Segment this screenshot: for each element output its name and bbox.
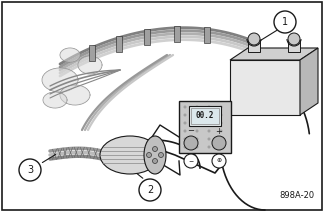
Circle shape (153, 159, 157, 163)
Text: −: − (188, 159, 194, 163)
Text: −: − (188, 127, 194, 135)
Text: 3: 3 (27, 165, 33, 175)
Polygon shape (288, 40, 300, 52)
Circle shape (146, 152, 152, 158)
Circle shape (207, 121, 211, 124)
Bar (179, 101, 231, 153)
Text: 1: 1 (282, 17, 288, 27)
Circle shape (195, 113, 199, 117)
Circle shape (288, 33, 300, 45)
Bar (191, 108, 219, 124)
Circle shape (183, 106, 187, 109)
Circle shape (248, 33, 260, 45)
Circle shape (274, 11, 296, 33)
Polygon shape (60, 48, 80, 62)
Circle shape (139, 179, 161, 201)
Polygon shape (60, 85, 90, 105)
Polygon shape (174, 26, 180, 42)
Ellipse shape (100, 136, 160, 174)
Circle shape (195, 121, 199, 124)
Text: ⊕: ⊕ (216, 159, 222, 163)
Text: 00.2: 00.2 (196, 112, 214, 120)
Circle shape (195, 106, 199, 109)
Circle shape (184, 154, 198, 168)
Polygon shape (42, 68, 78, 92)
Bar (189, 106, 221, 126)
Circle shape (183, 113, 187, 117)
Circle shape (207, 145, 211, 148)
Circle shape (158, 152, 164, 158)
Circle shape (153, 146, 157, 152)
Circle shape (219, 113, 223, 117)
Polygon shape (116, 36, 122, 52)
Circle shape (183, 145, 187, 148)
Circle shape (212, 154, 226, 168)
Circle shape (183, 121, 187, 124)
Text: +: + (215, 127, 223, 135)
Text: 898A-20: 898A-20 (279, 191, 314, 200)
Text: 2: 2 (147, 185, 153, 195)
Ellipse shape (144, 136, 166, 174)
Circle shape (195, 130, 199, 132)
Circle shape (19, 159, 41, 181)
Circle shape (195, 138, 199, 141)
Circle shape (219, 145, 223, 148)
Circle shape (195, 145, 199, 148)
Circle shape (184, 136, 198, 150)
Circle shape (219, 138, 223, 141)
Circle shape (207, 130, 211, 132)
Polygon shape (144, 29, 150, 45)
Polygon shape (89, 46, 95, 61)
Circle shape (219, 121, 223, 124)
Polygon shape (230, 48, 318, 60)
Circle shape (212, 136, 226, 150)
Circle shape (183, 130, 187, 132)
Circle shape (207, 113, 211, 117)
Circle shape (207, 138, 211, 141)
Circle shape (183, 138, 187, 141)
Polygon shape (248, 40, 260, 52)
Circle shape (207, 106, 211, 109)
Polygon shape (43, 92, 67, 108)
Polygon shape (204, 27, 210, 43)
Circle shape (219, 106, 223, 109)
Polygon shape (300, 48, 318, 115)
Polygon shape (78, 56, 102, 74)
Circle shape (219, 130, 223, 132)
Polygon shape (230, 60, 300, 115)
